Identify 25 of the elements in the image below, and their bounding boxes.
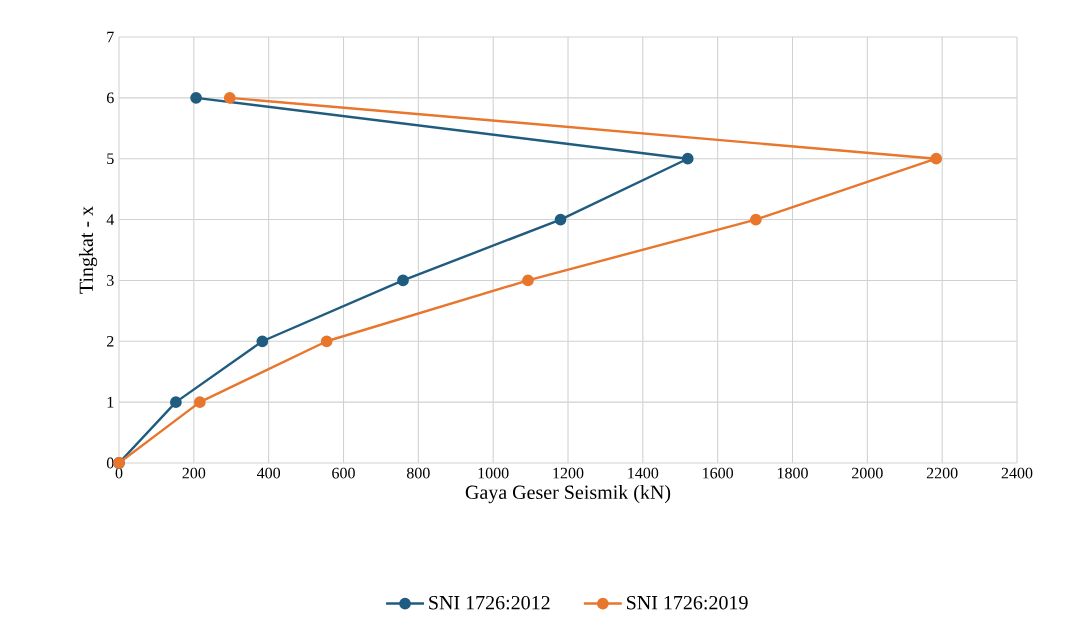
x-tick-label: 2200 (926, 467, 958, 479)
y-tick-label: 2 (107, 335, 114, 347)
x-tick-label: 200 (182, 467, 206, 479)
x-tick-label: 0 (115, 467, 123, 479)
y-tick-label: 0 (106, 457, 114, 469)
x-tick-label: 1000 (478, 467, 509, 479)
y-tick-label: 7 (107, 31, 114, 43)
x-tick-label: 2400 (1001, 467, 1033, 479)
x-tick-label: 1400 (628, 467, 659, 479)
x-tick-label: 1200 (553, 467, 584, 479)
y-axis-title: Tingkat - x (78, 206, 98, 294)
x-tick-label: 2000 (852, 467, 883, 479)
y-tick-label: 4 (106, 214, 115, 225)
x-tick-label: 1800 (777, 467, 808, 479)
legend-label: SNI 1726:2012 (429, 595, 550, 610)
x-axis-title: Gaya Geser Seismik (kN) (465, 485, 671, 504)
legend-label: SNI 1726:2019 (627, 595, 748, 610)
x-tick-label: 600 (332, 467, 355, 479)
x-tick-label: 800 (406, 467, 430, 479)
y-tick-label: 1 (107, 396, 114, 408)
x-tick-label: 400 (256, 467, 281, 479)
y-tick-label: 5 (107, 153, 114, 165)
x-tick-label: 1600 (703, 467, 734, 479)
y-tick-label: 6 (106, 92, 114, 104)
y-tick-label: 3 (107, 275, 114, 286)
